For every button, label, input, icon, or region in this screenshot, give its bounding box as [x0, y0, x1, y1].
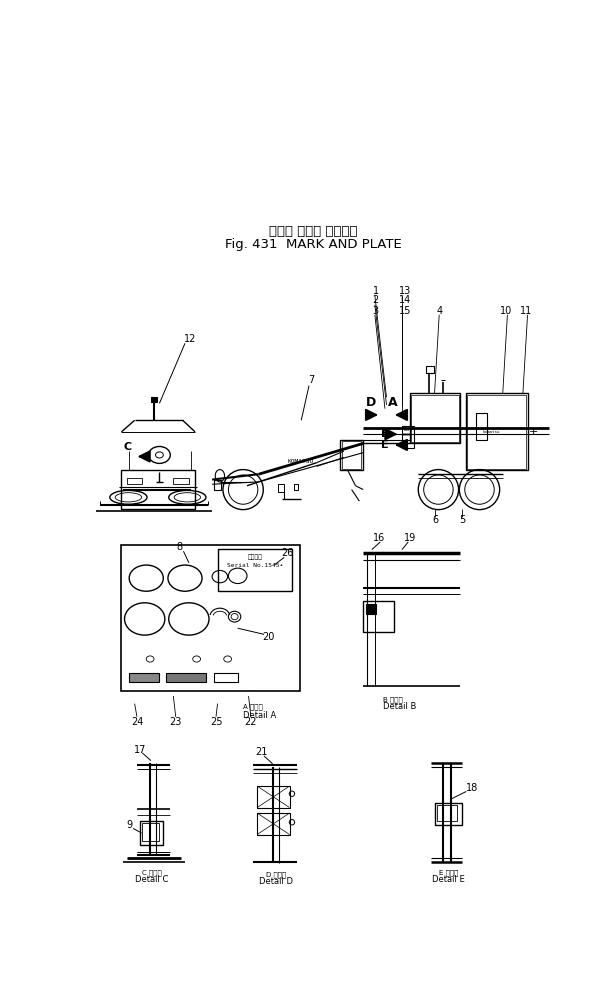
Text: E: E	[381, 440, 389, 450]
Bar	[129, 673, 159, 682]
Text: KOMATSU: KOMATSU	[288, 459, 315, 464]
Bar	[426, 366, 434, 373]
Text: A 詳細図: A 詳細図	[243, 703, 263, 710]
Text: マーク および プレート: マーク および プレート	[269, 225, 358, 238]
Text: 2: 2	[373, 295, 379, 305]
Text: 6: 6	[432, 515, 438, 525]
Text: Detail D: Detail D	[259, 877, 293, 886]
Bar	[218, 549, 292, 591]
Text: 3: 3	[373, 306, 379, 316]
Bar	[143, 823, 159, 841]
Text: BBB: BBB	[405, 428, 411, 432]
Bar	[278, 484, 284, 492]
Text: 17: 17	[134, 745, 146, 755]
Text: E 詳細図: E 詳細図	[439, 870, 458, 876]
Text: 24: 24	[131, 717, 143, 727]
Text: Serial No.1545•: Serial No.1545•	[226, 563, 283, 568]
Text: 14: 14	[399, 295, 411, 305]
Text: 25: 25	[210, 717, 222, 727]
Text: C 詳細図: C 詳細図	[142, 870, 162, 876]
Bar	[257, 786, 289, 808]
Bar	[411, 395, 458, 442]
Bar	[140, 821, 163, 845]
Bar	[173, 478, 189, 484]
Text: Detail B: Detail B	[382, 702, 416, 711]
Text: 19: 19	[403, 533, 416, 543]
Bar	[365, 604, 376, 614]
Bar	[466, 393, 528, 470]
Text: +: +	[529, 427, 539, 437]
Text: 8: 8	[176, 542, 182, 552]
Bar	[121, 545, 300, 691]
Text: 13: 13	[399, 286, 411, 296]
Text: 23: 23	[170, 717, 182, 727]
Text: Fig. 431  MARK AND PLATE: Fig. 431 MARK AND PLATE	[225, 238, 402, 251]
Text: 1: 1	[373, 286, 379, 296]
Text: 12: 12	[184, 334, 196, 344]
Bar	[435, 803, 461, 825]
Text: D 詳細図: D 詳細図	[266, 871, 286, 878]
Text: 16: 16	[373, 533, 385, 543]
Text: A: A	[388, 396, 398, 409]
Text: Detail A: Detail A	[243, 711, 277, 720]
Text: Detail E: Detail E	[432, 875, 465, 884]
Text: 15: 15	[399, 306, 411, 316]
Text: 5: 5	[460, 515, 466, 525]
Text: 7: 7	[308, 375, 315, 385]
Bar	[467, 395, 526, 469]
Bar	[257, 813, 289, 835]
Text: B: B	[381, 429, 389, 439]
Bar	[166, 673, 206, 682]
Text: B 詳細図: B 詳細図	[382, 697, 402, 703]
Text: 20: 20	[263, 632, 275, 642]
Bar	[364, 601, 394, 632]
Bar	[402, 426, 414, 448]
Bar	[294, 484, 298, 490]
Text: BBBB: BBBB	[403, 433, 412, 437]
Bar	[214, 673, 237, 682]
Text: 4: 4	[436, 306, 442, 316]
Bar	[121, 470, 195, 509]
Text: 21: 21	[255, 747, 267, 757]
Bar	[127, 478, 143, 484]
Text: 26: 26	[281, 548, 294, 558]
Bar	[476, 413, 487, 440]
Text: 名板番号: 名板番号	[247, 555, 263, 560]
Bar	[437, 805, 457, 821]
Text: 22: 22	[245, 717, 257, 727]
Bar	[214, 480, 221, 490]
Text: 11: 11	[520, 306, 532, 316]
Text: 18: 18	[466, 783, 478, 793]
Text: C: C	[124, 442, 132, 452]
Bar	[342, 441, 361, 469]
Text: komatsu: komatsu	[482, 430, 500, 434]
Bar	[151, 397, 157, 402]
Bar	[410, 393, 460, 443]
Text: D: D	[366, 396, 376, 409]
Bar	[340, 440, 364, 470]
Text: 9: 9	[126, 820, 132, 830]
Text: Detail C: Detail C	[135, 875, 168, 884]
Text: 10: 10	[500, 306, 512, 316]
